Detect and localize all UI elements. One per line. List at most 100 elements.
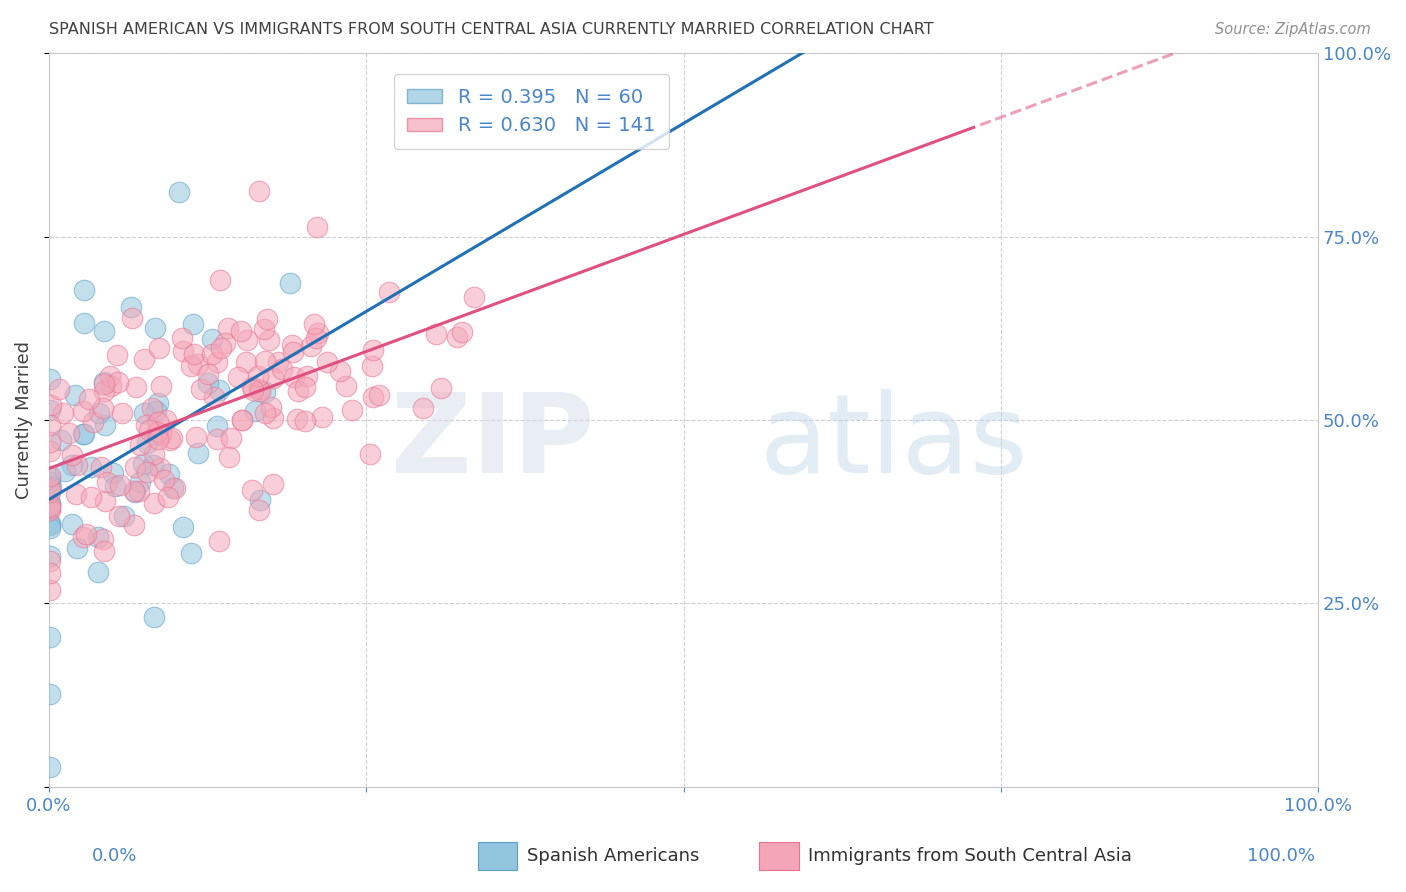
Point (121, 310, 143, 325)
Point (132, 352, 155, 367)
Point (148, 342, 170, 356)
Point (53, 464, 76, 478)
Point (131, 457, 153, 471)
Point (142, 610, 165, 624)
Point (208, 383, 231, 397)
Point (361, 390, 384, 404)
Point (247, 369, 270, 384)
Point (361, 343, 384, 357)
Point (197, 376, 219, 391)
Point (63, 387, 86, 401)
Point (125, 379, 148, 393)
Point (82, 415, 104, 429)
Point (218, 450, 240, 464)
Point (247, 382, 270, 396)
Point (39, 484, 62, 499)
Point (39, 468, 62, 483)
Point (98, 368, 121, 383)
Point (107, 348, 129, 362)
Point (162, 481, 184, 495)
Point (329, 364, 352, 378)
Text: ZIP: ZIP (391, 389, 595, 496)
Point (180, 546, 202, 560)
Point (378, 285, 401, 299)
Point (39, 480, 62, 494)
Point (463, 290, 485, 304)
Point (39, 582, 62, 597)
Point (180, 359, 202, 373)
Point (254, 385, 277, 400)
Text: atlas: atlas (759, 389, 1028, 496)
Point (157, 467, 180, 482)
Point (39, 517, 62, 532)
Point (249, 493, 271, 508)
Point (187, 357, 209, 371)
Point (65, 487, 87, 501)
Point (305, 331, 328, 345)
Point (73, 316, 96, 330)
Point (93, 376, 115, 391)
Point (39, 554, 62, 568)
Point (294, 414, 316, 428)
Point (93, 324, 115, 338)
Point (190, 382, 212, 396)
Point (412, 401, 434, 415)
Point (124, 483, 146, 498)
Point (129, 438, 152, 452)
Point (39, 503, 62, 517)
Point (153, 473, 176, 487)
Point (316, 355, 339, 369)
Point (271, 361, 294, 376)
Point (93, 384, 115, 399)
Point (242, 383, 264, 397)
Point (256, 312, 278, 326)
Point (197, 367, 219, 381)
Point (96, 475, 118, 489)
Point (155, 412, 177, 426)
Point (307, 326, 329, 340)
Point (104, 479, 127, 493)
Point (214, 335, 236, 350)
Point (342, 403, 364, 417)
Point (145, 404, 167, 418)
Point (245, 403, 267, 417)
Point (39, 687, 62, 701)
Point (172, 343, 194, 358)
Point (91, 532, 114, 546)
Point (39, 501, 62, 516)
Point (90, 459, 112, 474)
Point (209, 341, 232, 355)
Point (208, 272, 231, 286)
Point (60, 448, 83, 462)
Point (183, 346, 205, 360)
Point (39, 630, 62, 644)
Point (253, 354, 276, 368)
Point (39, 496, 62, 510)
Point (73, 283, 96, 297)
Point (148, 415, 170, 429)
Point (159, 434, 181, 448)
Point (221, 430, 243, 444)
Point (52, 406, 75, 420)
Point (359, 447, 381, 461)
Point (138, 423, 160, 437)
Point (39, 417, 62, 432)
Point (172, 520, 194, 534)
Point (142, 458, 165, 472)
Point (156, 490, 179, 504)
Point (60, 458, 83, 472)
Bar (759, 842, 799, 871)
Point (120, 300, 142, 314)
Point (285, 411, 308, 425)
Point (132, 406, 155, 420)
Point (335, 378, 357, 392)
Text: SPANISH AMERICAN VS IMMIGRANTS FROM SOUTH CENTRAL ASIA CURRENTLY MARRIED CORRELA: SPANISH AMERICAN VS IMMIGRANTS FROM SOUT… (49, 22, 934, 37)
Point (39, 402, 62, 417)
Point (100, 379, 122, 393)
Point (170, 331, 193, 345)
Point (367, 388, 389, 402)
Point (101, 466, 124, 480)
Point (135, 417, 157, 432)
Point (149, 461, 172, 475)
Point (141, 401, 163, 416)
